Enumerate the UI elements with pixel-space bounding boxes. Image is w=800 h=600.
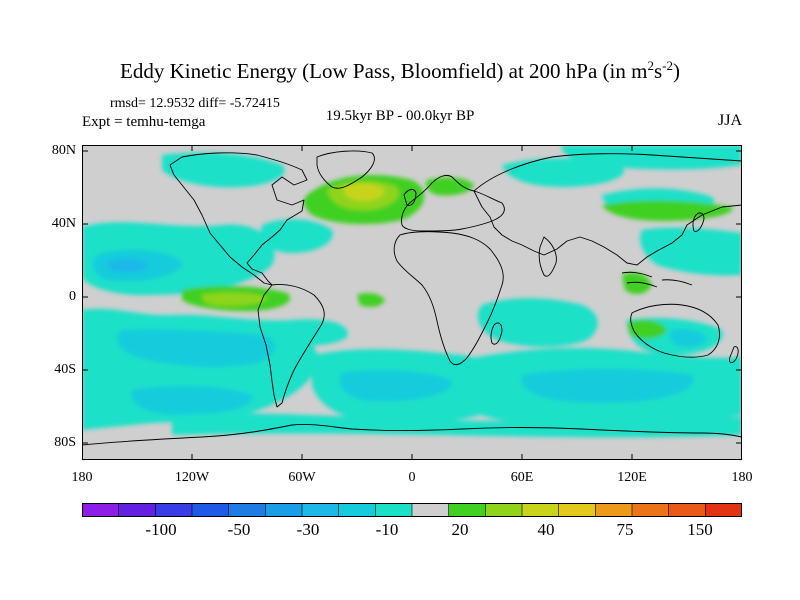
- coast-australia: [630, 303, 720, 358]
- contour-north-atlantic-pos-core: [343, 183, 385, 201]
- x-label-120e: 120E: [617, 470, 647, 485]
- contour-eastern-pacific-pos-core: [201, 292, 267, 306]
- coast-madagascar: [490, 322, 503, 345]
- experiment-label: Expt = temhu-temga: [82, 114, 206, 130]
- contour-south-pacific-core: [117, 329, 275, 367]
- colorbar-cell: [118, 503, 156, 517]
- colorbar: [82, 503, 742, 517]
- contour-west-africa-pos: [357, 292, 385, 308]
- coast-new-zealand: [729, 346, 739, 364]
- colorbar-label-minus50: -50: [227, 520, 251, 539]
- colorbar-label-150: 150: [687, 520, 713, 539]
- colorbar-cell: [265, 503, 303, 517]
- colorbar-cell: [631, 503, 670, 517]
- x-label-60e: 60E: [510, 470, 534, 485]
- contour-north-atlantic-west: [261, 219, 333, 253]
- coast-britain: [403, 188, 417, 206]
- coast-greenland: [316, 150, 375, 189]
- colorbar-frame: [82, 503, 742, 517]
- coast-north-america: [169, 152, 308, 286]
- contour-australia-pos: [627, 319, 667, 340]
- coast-japan: [692, 212, 705, 232]
- colorbar-cell: [338, 503, 376, 517]
- colorbar-label-75: 75: [616, 520, 634, 539]
- season-label: JJA: [717, 112, 742, 129]
- coast-africa: [393, 231, 504, 366]
- colorbar-label-minus100: -100: [145, 520, 177, 539]
- colorbar-cell: [485, 503, 523, 517]
- coast-india: [538, 236, 557, 277]
- period-label: 19.5kyr BP - 00.0kyr BP: [325, 108, 475, 124]
- colorbar-cell: [595, 503, 633, 517]
- colorbar-label-20: 20: [451, 520, 469, 539]
- coastlines: [82, 150, 742, 446]
- axis-ticks: [82, 145, 742, 460]
- contour-south-pacific-core2: [131, 385, 253, 415]
- colorbar-cell: [301, 503, 340, 517]
- colorbar-cell: [228, 503, 266, 517]
- contour-australia-core: [669, 329, 707, 347]
- colorbar-cell: [375, 503, 413, 517]
- rmsd-diff-stats: rmsd= 12.9532 diff= -5.72415: [110, 96, 280, 111]
- coast-antarctica: [82, 424, 742, 446]
- figure-title: Eddy Kinetic Energy (Low Pass, Bloomfiel…: [120, 58, 680, 83]
- coast-asia: [473, 153, 742, 266]
- coast-south-america: [257, 284, 325, 408]
- y-label-40s: 40S: [54, 362, 76, 377]
- y-label-eq: 0: [69, 289, 76, 304]
- coast-europe: [401, 174, 505, 232]
- colorbar-cell: [191, 503, 230, 517]
- contour-nw-pacific: [640, 227, 742, 276]
- colorbar-cell: [82, 503, 120, 517]
- y-label-80s: 80S: [54, 435, 76, 450]
- eke-difference-map: [82, 145, 742, 460]
- colorbar-cell: [558, 503, 596, 517]
- contour-europe-pos: [425, 177, 474, 196]
- colorbar-cell: [448, 503, 486, 517]
- x-label-60w: 60W: [288, 470, 316, 485]
- contour-southern-ocean-core: [521, 369, 694, 403]
- colorbar-cell: [155, 503, 193, 517]
- colorbar-label-minus10: -10: [375, 520, 399, 539]
- x-label-0: 0: [408, 470, 416, 485]
- colorbar-cell: [411, 503, 450, 517]
- contour-asia-north: [502, 158, 624, 187]
- colorbar-label-40: 40: [537, 520, 555, 539]
- contour-north-pacific-strong: [107, 258, 148, 273]
- contour-south-band: [172, 413, 742, 438]
- contour-siberia-pos: [602, 200, 733, 221]
- contour-arctic: [561, 145, 742, 170]
- x-label-180w: 180: [71, 470, 93, 485]
- contour-indian-ocean: [477, 298, 598, 347]
- colorbar-cell: [705, 503, 742, 517]
- y-label-40n: 40N: [51, 216, 76, 231]
- x-label-180e: 180: [731, 470, 753, 485]
- colorbar-cell: [668, 503, 706, 517]
- y-label-80n: 80N: [51, 143, 76, 158]
- contour-canada: [162, 152, 285, 188]
- colorbar-label-minus30: -30: [296, 520, 320, 539]
- contour-south-atlantic-core: [339, 370, 453, 402]
- coast-indonesia: [621, 271, 693, 288]
- x-label-120w: 120W: [174, 470, 210, 485]
- contour-maritime-pos: [622, 272, 652, 295]
- colorbar-cell: [521, 503, 560, 517]
